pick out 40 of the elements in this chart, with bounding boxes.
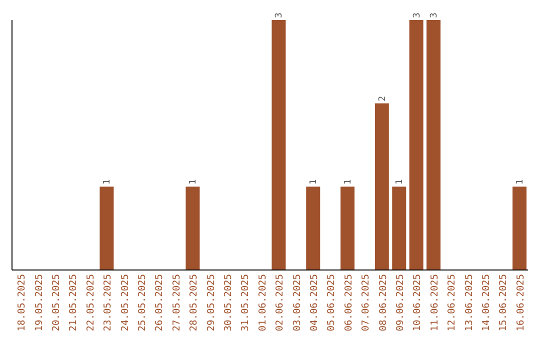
- x-tick-label: 13.06.2025: [464, 274, 475, 332]
- x-tick-label: 16.06.2025: [515, 274, 526, 332]
- x-tick-label: 23.05.2025: [102, 274, 114, 332]
- x-tick-label: 01.06.2025: [257, 274, 268, 332]
- x-tick-label: 04.06.2025: [309, 274, 320, 332]
- x-tick-label: 14.06.2025: [481, 274, 492, 332]
- x-tick-label: 27.05.2025: [171, 274, 182, 332]
- x-tick-label: 20.05.2025: [51, 274, 62, 332]
- x-tick-label: 28.05.2025: [188, 274, 200, 332]
- x-tick-label: 25.05.2025: [137, 274, 148, 332]
- data-label: 1: [516, 179, 526, 185]
- x-tick-label: 15.06.2025: [498, 274, 510, 332]
- x-tick-label: 02.06.2025: [274, 274, 286, 332]
- x-tick-label: 07.06.2025: [360, 274, 372, 332]
- x-tick-label: 09.06.2025: [395, 274, 406, 332]
- data-label: 3: [274, 12, 285, 18]
- x-tick-label: 05.06.2025: [326, 274, 338, 332]
- data-label: 1: [102, 179, 113, 185]
- data-label: 1: [188, 179, 199, 185]
- x-tick-label: 26.05.2025: [154, 274, 166, 332]
- x-tick-label: 21.05.2025: [68, 274, 80, 332]
- x-tick-label: 08.06.2025: [378, 274, 389, 332]
- x-tick-label: 19.05.2025: [34, 274, 45, 332]
- x-tick-label: 29.05.2025: [206, 274, 217, 332]
- x-tick-label: 22.05.2025: [85, 274, 96, 332]
- x-tick-label: 31.05.2025: [240, 274, 252, 332]
- data-label: 3: [412, 12, 422, 18]
- x-tick-label: 03.06.2025: [292, 274, 303, 332]
- x-tick-label: 06.06.2025: [343, 274, 354, 332]
- x-tick-label: 24.05.2025: [120, 274, 131, 332]
- x-tick-label: 30.05.2025: [223, 274, 234, 332]
- data-label: 1: [395, 179, 406, 185]
- x-tick-label: 18.05.2025: [16, 274, 28, 332]
- data-label: 3: [430, 12, 440, 18]
- x-tick-label: 12.06.2025: [446, 274, 458, 332]
- data-label: 1: [309, 179, 320, 185]
- data-label: 1: [344, 179, 354, 185]
- x-tick-label: 11.06.2025: [429, 274, 440, 332]
- data-label: 2: [378, 96, 388, 102]
- x-tick-label: 10.06.2025: [412, 274, 424, 332]
